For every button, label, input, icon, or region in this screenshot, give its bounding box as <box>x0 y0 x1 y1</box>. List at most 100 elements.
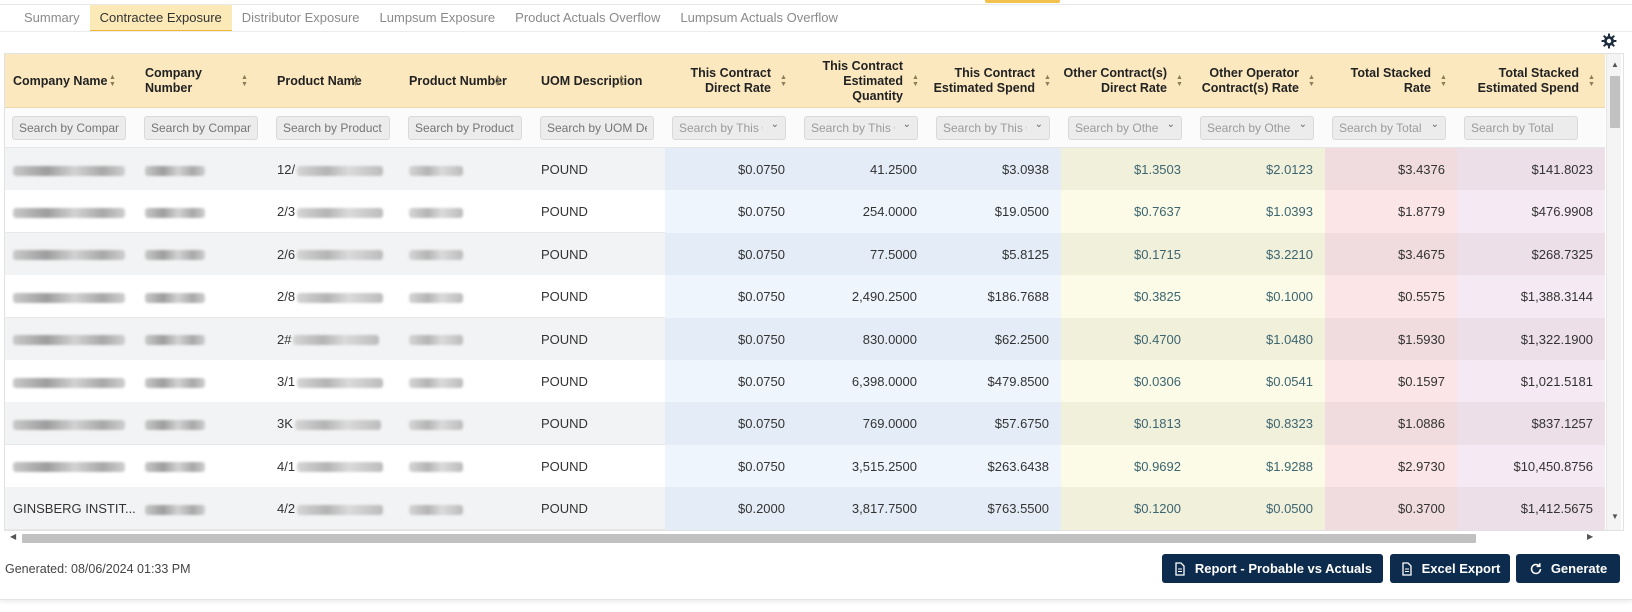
column-header[interactable]: This Contract Estimated Spend <box>933 66 1035 95</box>
table-cell: 830.0000 <box>797 317 929 361</box>
sort-icon[interactable]: ▲ ▼ <box>241 74 248 88</box>
scroll-up-arrow-icon[interactable]: ▲ <box>1611 60 1619 69</box>
column-header[interactable]: Total Stacked Rate <box>1350 66 1431 95</box>
vertical-scrollbar[interactable]: ▲ ▼ <box>1606 54 1621 530</box>
sort-icon[interactable]: ▲ ▼ <box>494 74 501 88</box>
sort-icon[interactable]: ▲ ▼ <box>109 74 116 88</box>
table-cell <box>401 190 533 233</box>
top-accent-bar <box>985 0 1060 3</box>
column-filter-select[interactable]: Search by Total Stacked Rate ⌄ <box>1332 116 1446 140</box>
column-filter-select[interactable]: Search by This Contract Direct Rate ⌄ <box>672 116 786 140</box>
table-row[interactable]: 2# POUND $0.0750 830.0000 $62.2500 $0.4700 $1.… <box>5 317 1605 361</box>
column-header[interactable]: This Contract Estimated Quantity <box>822 58 903 103</box>
tab-contractee-exposure[interactable]: Contractee Exposure <box>89 5 232 32</box>
table-cell: $1.5930 <box>1325 317 1457 361</box>
sort-icon[interactable]: ▲ ▼ <box>912 74 919 88</box>
horizontal-scroll-thumb[interactable] <box>22 534 1476 543</box>
column-header[interactable]: Other Operator Contract(s) Rate <box>1201 66 1299 95</box>
scroll-down-arrow-icon[interactable]: ▼ <box>1611 512 1619 521</box>
chevron-down-icon: ⌄ <box>902 119 911 130</box>
column-filter-select[interactable]: Search by Other Contract(s) Direct Rate ⌄ <box>1068 116 1182 140</box>
horizontal-scrollbar[interactable]: ◀ ▶ <box>4 530 1608 544</box>
filter-placeholder: Search by Other Contract(s) Direct Rate <box>1075 121 1159 135</box>
table-cell: $0.9692 <box>1061 444 1193 488</box>
tab-summary[interactable]: Summary <box>24 10 80 25</box>
redacted-company-number <box>145 335 205 346</box>
table-cell: $476.9908 <box>1457 190 1605 234</box>
settings-gear-icon[interactable] <box>1601 33 1617 49</box>
sort-icon[interactable]: ▲ ▼ <box>352 74 359 88</box>
column-filter-input[interactable] <box>144 116 258 140</box>
document-icon <box>1401 561 1412 576</box>
vertical-scroll-thumb[interactable] <box>1610 76 1620 128</box>
column-filter-select[interactable]: Search by Other Operator Contract(s) Rat… <box>1200 116 1314 140</box>
filter-placeholder: Search by Total Stacked Rate <box>1339 121 1423 135</box>
scroll-left-arrow-icon[interactable]: ◀ <box>10 532 17 541</box>
excel-export-button[interactable]: Excel Export <box>1390 554 1510 583</box>
table-cell: $763.5500 <box>929 487 1061 530</box>
table-cell: $0.1000 <box>1193 275 1325 319</box>
table-row[interactable]: 4/1 POUND $0.0750 3,515.2500 $263.6438 $0.969… <box>5 444 1605 488</box>
sort-icon[interactable]: ▲ ▼ <box>1044 74 1051 88</box>
column-header[interactable]: Other Contract(s) Direct Rate <box>1063 66 1167 95</box>
column-header[interactable]: Total Stacked Estimated Spend <box>1477 66 1579 95</box>
redacted-product-number <box>409 292 463 303</box>
tab-product-actuals-overflow[interactable]: Product Actuals Overflow <box>515 10 661 25</box>
table-cell: $0.0750 <box>665 317 797 361</box>
sort-icon[interactable]: ▲ ▼ <box>618 74 625 88</box>
column-filter-input[interactable] <box>276 116 390 140</box>
redacted-product-number <box>409 250 463 261</box>
scroll-right-arrow-icon[interactable]: ▶ <box>1587 532 1594 541</box>
generate-button[interactable]: Generate <box>1516 554 1620 583</box>
column-header[interactable]: Company Name <box>13 73 108 88</box>
column-filter-select[interactable]: Search by This Contract Estimated Spend ⌄ <box>936 116 1050 140</box>
column-header[interactable]: This Contract Direct Rate <box>690 66 771 95</box>
column-filter-input[interactable] <box>540 116 654 140</box>
table-cell: $0.5575 <box>1325 275 1457 319</box>
sort-icon[interactable]: ▲ ▼ <box>1308 74 1315 88</box>
tab-distributor-exposure[interactable]: Distributor Exposure <box>241 10 360 25</box>
report-probable-vs-actuals-button[interactable]: Report - Probable vs Actuals <box>1162 554 1383 583</box>
tab-lumpsum-exposure[interactable]: Lumpsum Exposure <box>379 10 496 25</box>
redacted-company-name <box>13 207 125 218</box>
sort-icon[interactable]: ▲ ▼ <box>780 74 787 88</box>
table-row[interactable]: GINSBERG INSTIT... 4/2 POUND $0.2000 3,817.7… <box>5 487 1605 530</box>
column-header[interactable]: Product Name <box>277 73 362 88</box>
table-row[interactable]: 2/8 POUND $0.0750 2,490.2500 $186.7688 $0.382… <box>5 275 1605 319</box>
tab-lumpsum-actuals-overflow[interactable]: Lumpsum Actuals Overflow <box>680 10 838 25</box>
table-cell: $1,388.3144 <box>1457 275 1605 319</box>
table-cell: $1.8779 <box>1325 190 1457 234</box>
product-name-prefix: 3/1 <box>277 374 296 389</box>
column-filter-select[interactable]: Search by Total Stacked Estimated Spend <box>1464 116 1578 140</box>
exposure-grid: Company Name ▲ ▼ Company Number ▲ ▼ Product Na… <box>4 53 1624 531</box>
table-cell <box>137 148 269 191</box>
chevron-down-icon: ⌄ <box>1430 119 1439 130</box>
table-row[interactable]: 3K POUND $0.0750 769.0000 $57.6750 $0.1813 $0.… <box>5 402 1605 446</box>
table-cell <box>5 148 137 191</box>
table-row[interactable]: 3/1 POUND $0.0750 6,398.0000 $479.8500 $0.030… <box>5 360 1605 403</box>
table-row[interactable]: 2/3 POUND $0.0750 254.0000 $19.0500 $0.7637 $1… <box>5 190 1605 234</box>
table-cell: $5.8125 <box>929 232 1061 276</box>
sort-icon[interactable]: ▲ ▼ <box>1176 74 1183 88</box>
table-cell: 3,817.7500 <box>797 487 929 530</box>
column-filter-select[interactable]: Search by This Contract Estimated Quanti… <box>804 116 918 140</box>
redacted-company-number <box>145 419 205 430</box>
table-cell: $0.0750 <box>665 190 797 234</box>
table-cell: $57.6750 <box>929 402 1061 446</box>
product-name-prefix: 4/1 <box>277 458 296 474</box>
sort-icon[interactable]: ▲ ▼ <box>1588 74 1595 88</box>
table-row[interactable]: 12/POUND $0.0750 41.2500 $3.0938 $1.3503 $2.0… <box>5 148 1605 191</box>
column-filter-input[interactable] <box>12 116 126 140</box>
sort-icon[interactable]: ▲ ▼ <box>1440 74 1447 88</box>
table-cell: 6,398.0000 <box>797 360 929 403</box>
table-cell <box>401 445 533 488</box>
redacted-company-number <box>145 292 205 303</box>
table-cell: POUND <box>541 204 588 220</box>
generated-timestamp: Generated: 08/06/2024 01:33 PM <box>5 562 191 576</box>
table-row[interactable]: 2/6 POUND $0.0750 77.5000 $5.8125 $0.1715 $3.2… <box>5 232 1605 276</box>
column-filter-input[interactable] <box>408 116 522 140</box>
column-header[interactable]: UOM Description <box>541 73 643 88</box>
column-header[interactable]: Product Number <box>409 73 507 88</box>
column-header[interactable]: Company Number <box>145 66 202 95</box>
